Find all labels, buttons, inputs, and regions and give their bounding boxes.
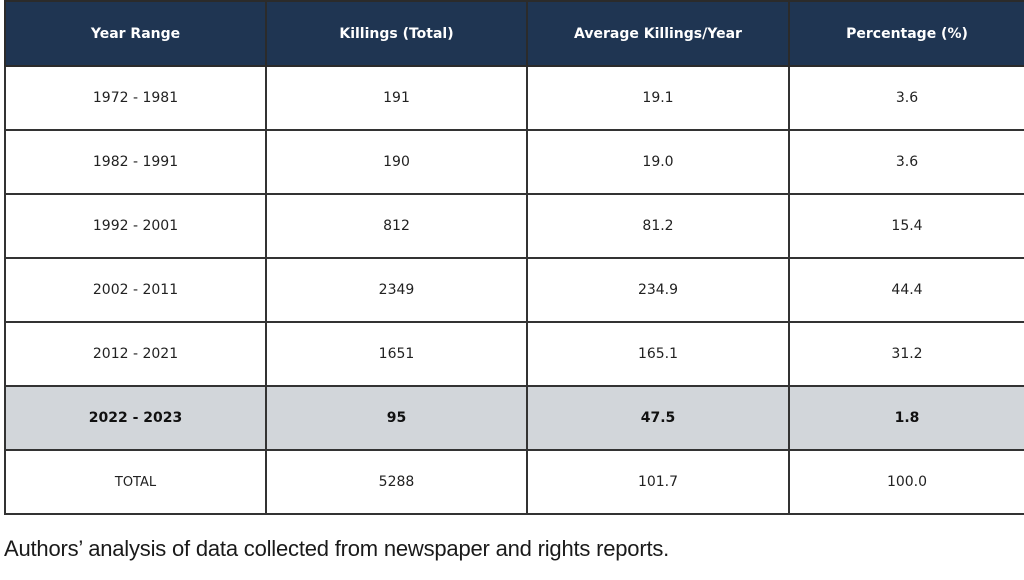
header-percentage: Percentage (%): [788, 0, 1024, 67]
cell-percentage: 3.6: [788, 129, 1024, 195]
cell-year-range: 2012 - 2021: [4, 321, 267, 387]
table-row: 1982 - 1991 190 19.0 3.6: [4, 129, 1024, 195]
cell-average-killings: 19.0: [526, 129, 790, 195]
cell-percentage: 3.6: [788, 65, 1024, 131]
cell-average-killings: 234.9: [526, 257, 790, 323]
cell-percentage: 1.8: [788, 385, 1024, 451]
cell-average-killings: 19.1: [526, 65, 790, 131]
cell-year-range: TOTAL: [4, 449, 267, 515]
cell-year-range: 1972 - 1981: [4, 65, 267, 131]
cell-year-range: 2002 - 2011: [4, 257, 267, 323]
cell-killings-total: 190: [265, 129, 528, 195]
cell-average-killings: 101.7: [526, 449, 790, 515]
cell-killings-total: 2349: [265, 257, 528, 323]
cell-killings-total: 5288: [265, 449, 528, 515]
cell-average-killings: 165.1: [526, 321, 790, 387]
header-killings-total: Killings (Total): [265, 0, 528, 67]
cell-percentage: 44.4: [788, 257, 1024, 323]
cell-year-range: 1982 - 1991: [4, 129, 267, 195]
table-row-total: TOTAL 5288 101.7 100.0: [4, 449, 1024, 515]
table-row-highlighted: 2022 - 2023 95 47.5 1.8: [4, 385, 1024, 451]
cell-killings-total: 812: [265, 193, 528, 259]
cell-percentage: 15.4: [788, 193, 1024, 259]
header-year-range: Year Range: [4, 0, 267, 67]
table-row: 2012 - 2021 1651 165.1 31.2: [4, 321, 1024, 387]
table-row: 2002 - 2011 2349 234.9 44.4: [4, 257, 1024, 323]
source-caption: Authors’ analysis of data collected from…: [4, 536, 670, 561]
cell-year-range: 1992 - 2001: [4, 193, 267, 259]
cell-percentage: 31.2: [788, 321, 1024, 387]
cell-killings-total: 191: [265, 65, 528, 131]
table-row: 1972 - 1981 191 19.1 3.6: [4, 65, 1024, 131]
cell-killings-total: 1651: [265, 321, 528, 387]
cell-average-killings: 47.5: [526, 385, 790, 451]
cell-killings-total: 95: [265, 385, 528, 451]
cell-percentage: 100.0: [788, 449, 1024, 515]
killings-table: Year Range Killings (Total) Average Kill…: [4, 0, 1024, 515]
cell-average-killings: 81.2: [526, 193, 790, 259]
table-header-row: Year Range Killings (Total) Average Kill…: [4, 0, 1024, 67]
table-row: 1992 - 2001 812 81.2 15.4: [4, 193, 1024, 259]
data-table-container: Year Range Killings (Total) Average Kill…: [4, 0, 1024, 515]
cell-year-range: 2022 - 2023: [4, 385, 267, 451]
header-average-killings: Average Killings/Year: [526, 0, 790, 67]
